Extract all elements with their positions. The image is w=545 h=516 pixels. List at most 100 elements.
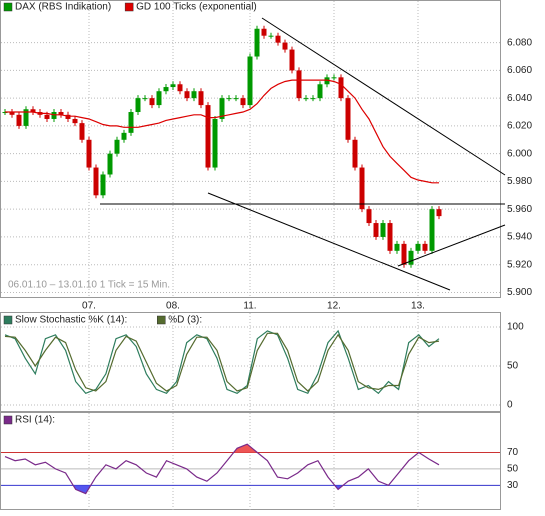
candle: [317, 84, 323, 99]
trend-line: [397, 224, 506, 267]
candle: [93, 167, 99, 196]
legend-swatch: [157, 315, 166, 325]
candle: [268, 35, 274, 37]
candle: [135, 98, 141, 113]
candle: [422, 243, 428, 251]
legend-swatch: [3, 2, 13, 12]
candle: [240, 98, 246, 106]
y-tick-label: 6.080: [507, 37, 532, 48]
y-tick-label: 6.040: [507, 93, 532, 104]
y-tick-label: 50: [507, 464, 519, 475]
candle: [345, 98, 351, 140]
x-tick-label: 07.: [82, 301, 96, 312]
indicator-line: [4, 332, 440, 392]
candle: [72, 118, 78, 124]
candle: [107, 153, 113, 175]
trend-lines: [100, 17, 506, 291]
candle: [261, 28, 267, 36]
legend-label: RSI (14):: [15, 415, 55, 426]
y-tick-label: 5.960: [507, 204, 532, 215]
trend-line: [207, 192, 451, 291]
candle: [16, 114, 22, 126]
candle: [303, 98, 309, 100]
candle: [352, 139, 358, 168]
candle: [86, 139, 92, 168]
candle: [373, 223, 379, 237]
candle: [380, 223, 386, 237]
candle: [114, 139, 120, 154]
candle: [9, 112, 15, 115]
legend-label: Slow Stochastic %K (14):: [15, 315, 127, 326]
x-tick-label: 11.: [243, 301, 256, 312]
candle: [128, 112, 134, 133]
candle: [205, 105, 211, 168]
overbought-fill: [233, 444, 258, 453]
candle: [184, 91, 190, 99]
chart-annotation: 06.01.10 – 13.01.10 1 Tick = 15 Min.: [8, 280, 170, 291]
candle: [44, 114, 50, 119]
candle: [212, 118, 218, 168]
legend-label: DAX (RBS Indikation): [15, 2, 111, 13]
y-tick-label: 50: [507, 361, 519, 372]
y-tick-label: 5.940: [507, 232, 532, 243]
y-tick-label: 100: [507, 322, 524, 333]
y-tick-label: 5.900: [507, 287, 532, 298]
indicator-line: [4, 443, 440, 495]
legend-swatch: [124, 2, 134, 12]
candle: [142, 98, 148, 100]
candle: [338, 77, 344, 99]
candle: [163, 87, 169, 92]
x-tick-label: 13.: [411, 301, 425, 312]
y-tick-label: 6.000: [507, 148, 532, 159]
candle: [30, 109, 36, 113]
candle: [275, 35, 281, 43]
candle: [100, 174, 106, 196]
y-tick-label: 5.920: [507, 259, 532, 270]
candle: [23, 109, 29, 126]
candle: [191, 91, 197, 99]
candle: [170, 84, 176, 88]
y-tick-label: 6.020: [507, 121, 532, 132]
candle: [198, 91, 204, 106]
y-tick-label: 0: [507, 400, 513, 411]
candle: [121, 132, 127, 140]
candle: [149, 98, 155, 106]
legend-label: GD 100 Ticks (exponential): [136, 2, 257, 13]
x-tick-label: 08.: [166, 301, 180, 312]
x-tick-label: 12.: [327, 301, 341, 312]
candle: [296, 70, 302, 99]
y-tick-label: 5.980: [507, 176, 532, 187]
candle: [324, 77, 330, 85]
candle: [247, 56, 253, 106]
candle: [282, 42, 288, 50]
candle: [219, 98, 225, 119]
candle: [429, 209, 435, 251]
candle: [233, 98, 239, 100]
legend-swatch: [3, 415, 13, 425]
candle: [366, 209, 372, 224]
moving-average-line: [5, 79, 439, 184]
candle: [156, 91, 162, 106]
candle: [359, 167, 365, 210]
y-tick-label: 70: [507, 447, 519, 458]
legend-swatch: [3, 315, 13, 325]
candle: [289, 49, 295, 71]
candle: [58, 112, 64, 115]
trend-line: [261, 17, 506, 176]
candle: [401, 243, 407, 265]
candle: [387, 223, 393, 251]
candle: [310, 98, 316, 100]
candle: [394, 243, 400, 251]
candle: [226, 98, 232, 100]
y-tick-label: 6.060: [507, 65, 532, 76]
candle: [51, 112, 57, 119]
legend-label: %D (3):: [168, 315, 202, 326]
candle: [436, 209, 442, 217]
candle: [79, 123, 85, 140]
y-tick-label: 30: [507, 480, 519, 491]
candle: [331, 77, 337, 79]
candle: [408, 250, 414, 265]
candle: [65, 114, 71, 119]
candle: [177, 84, 183, 92]
